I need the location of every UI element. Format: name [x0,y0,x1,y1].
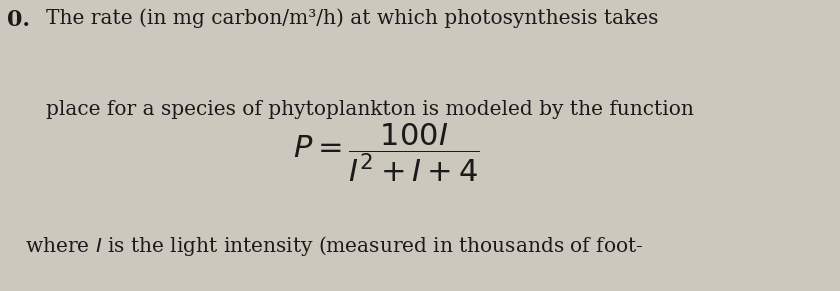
Text: $P = \dfrac{100I}{I^2 + I + 4}$: $P = \dfrac{100I}{I^2 + I + 4}$ [293,121,480,184]
Text: The rate (in mg carbon/m³/h) at which photosynthesis takes: The rate (in mg carbon/m³/h) at which ph… [46,9,659,29]
Text: 0.: 0. [7,9,29,31]
Text: where $I$ is the light intensity (measured in thousands of foot-: where $I$ is the light intensity (measur… [25,234,643,258]
Text: place for a species of phytoplankton is modeled by the function: place for a species of phytoplankton is … [46,100,694,119]
